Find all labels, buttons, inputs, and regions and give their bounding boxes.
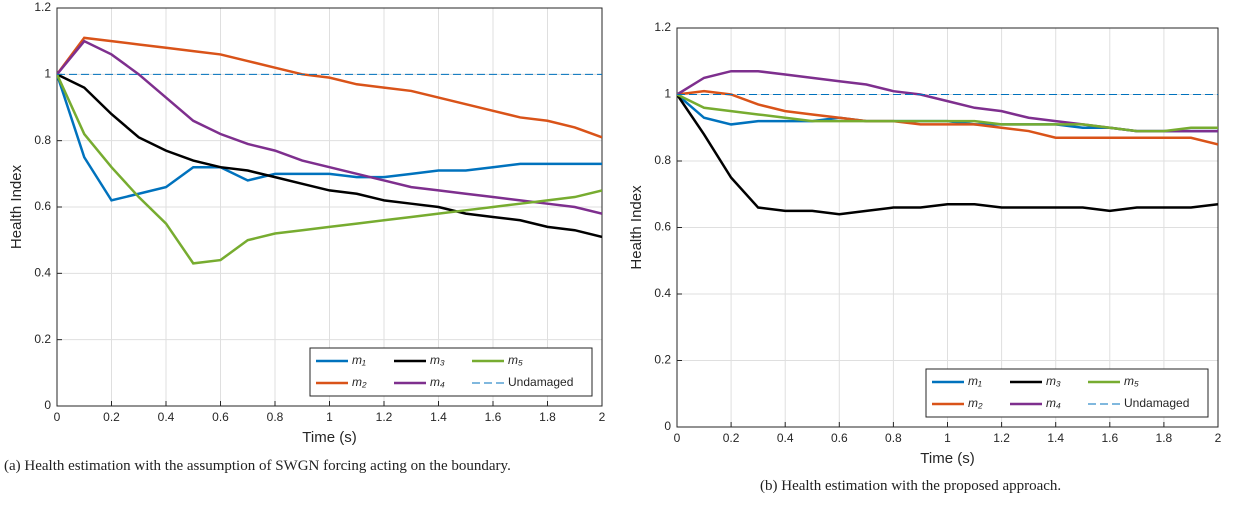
y-tick-label: 0.6 — [654, 220, 671, 234]
legend-label: m₁ — [352, 353, 366, 367]
legend-label: m₂ — [352, 375, 367, 389]
y-tick-label: 1.2 — [34, 0, 51, 14]
legend-label: m₂ — [968, 396, 983, 410]
x-tick-label: 0.8 — [885, 431, 902, 445]
x-tick-label: 1.8 — [539, 410, 556, 424]
line — [57, 73, 602, 265]
x-tick-label: 0.6 — [212, 410, 229, 424]
y-tick-label: 0.8 — [34, 133, 51, 147]
axes-frame — [56, 7, 603, 407]
y-tick-label: 0.2 — [34, 332, 51, 346]
x-axis-label: Time (s) — [920, 450, 974, 467]
x-tick-label: 1.4 — [1047, 431, 1064, 445]
caption: (a) Health estimation with the assumptio… — [4, 458, 511, 474]
x-tick-label: 1.4 — [430, 410, 447, 424]
y-axis-label: Health Index — [628, 185, 645, 270]
x-tick-label: 0 — [674, 431, 681, 445]
x-tick-label: 0.4 — [158, 410, 175, 424]
y-tick-label: 0.8 — [654, 153, 671, 167]
x-tick-label: 0.2 — [723, 431, 740, 445]
x-tick-label: 1 — [326, 410, 333, 424]
legend-label: Undamaged — [1124, 396, 1189, 410]
x-tick-label: 2 — [1215, 431, 1222, 445]
legend-label: m₄ — [430, 375, 445, 389]
line — [677, 93, 1218, 133]
legend-label: m₁ — [968, 374, 982, 388]
legend-label: m₃ — [1046, 374, 1061, 388]
x-tick-label: 1.2 — [993, 431, 1010, 445]
caption: (b) Health estimation with the proposed … — [760, 478, 1062, 494]
x-tick-label: 1 — [944, 431, 951, 445]
y-axis-label: Health Index — [8, 164, 25, 249]
legend-label: Undamaged — [508, 375, 573, 389]
y-tick-label: 0.2 — [654, 353, 671, 367]
x-tick-label: 0.8 — [267, 410, 284, 424]
axes-frame — [676, 27, 1219, 428]
line — [57, 39, 602, 215]
x-tick-label: 0.6 — [831, 431, 848, 445]
x-tick-label: 1.6 — [485, 410, 502, 424]
x-tick-label: 1.2 — [376, 410, 393, 424]
x-tick-label: 1.8 — [1156, 431, 1173, 445]
x-tick-label: 1.6 — [1101, 431, 1118, 445]
line — [677, 89, 1218, 146]
y-tick-label: 1 — [664, 87, 671, 101]
legend — [925, 368, 1209, 418]
x-tick-label: 2 — [599, 410, 606, 424]
x-tick-label: 0.4 — [777, 431, 794, 445]
y-tick-label: 0 — [664, 419, 671, 433]
line — [57, 73, 602, 202]
legend — [309, 347, 593, 397]
x-tick-label: 0.2 — [103, 410, 120, 424]
x-axis-label: Time (s) — [302, 429, 356, 446]
y-tick-label: 1.2 — [654, 20, 671, 34]
y-tick-label: 0.6 — [34, 199, 51, 213]
line — [677, 93, 1218, 216]
line — [57, 36, 602, 139]
y-tick-label: 1 — [44, 67, 51, 81]
legend-label: m₅ — [508, 353, 523, 367]
legend-label: m₅ — [1124, 374, 1139, 388]
line — [57, 73, 602, 239]
legend-label: m₃ — [430, 353, 445, 367]
legend-label: m₄ — [1046, 396, 1061, 410]
y-tick-label: 0 — [44, 398, 51, 412]
y-tick-label: 0.4 — [654, 286, 671, 300]
y-tick-label: 0.4 — [34, 266, 51, 280]
x-tick-label: 0 — [54, 410, 61, 424]
